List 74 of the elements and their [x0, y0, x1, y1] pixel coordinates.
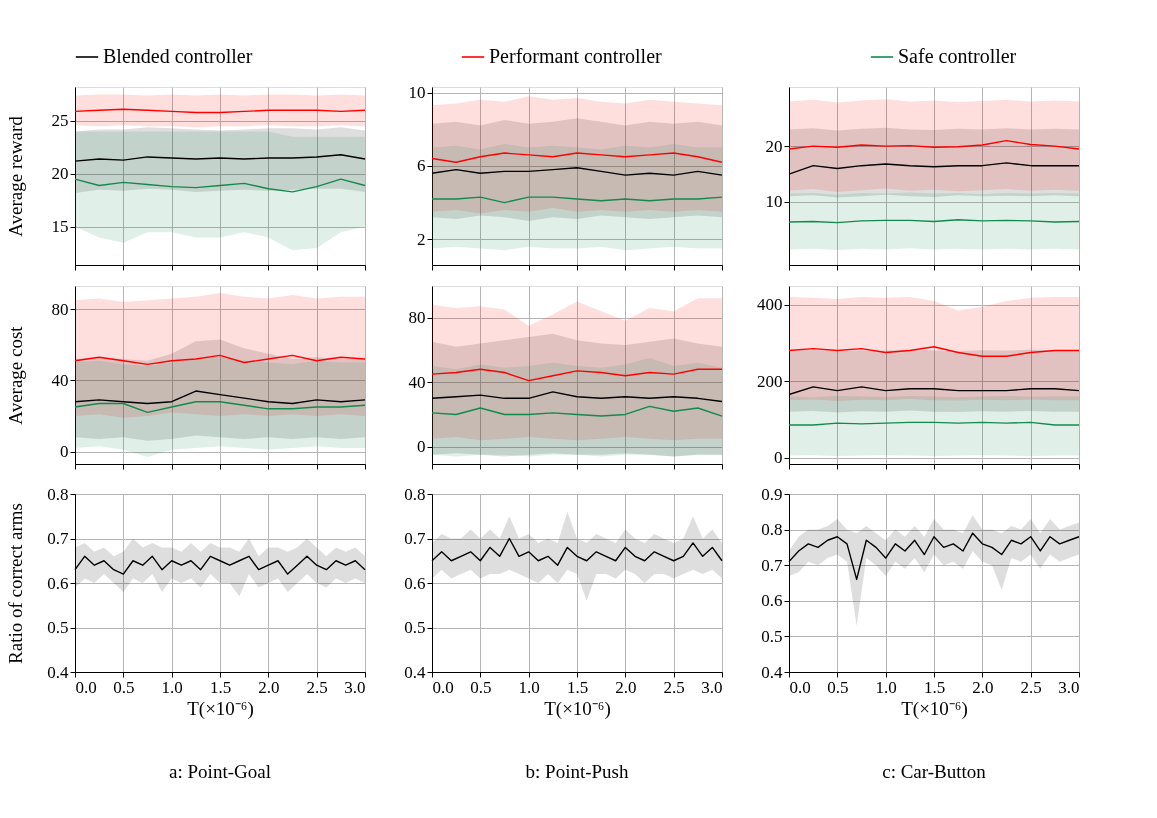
- y-tick-label: 20: [765, 136, 783, 156]
- legend-label: Safe controller: [898, 45, 1017, 67]
- line-series: [74, 178, 366, 193]
- x-tick-label: 1.5: [566, 677, 589, 697]
- x-tick-label: 0.5: [827, 677, 849, 697]
- y-tick-label: 0: [417, 437, 426, 457]
- x-tick-label: 0.0: [75, 677, 97, 697]
- x-tick-label: 0.5: [113, 677, 135, 697]
- y-tick-label: 0.5: [761, 626, 783, 646]
- line-series: [431, 152, 723, 163]
- text: a: Point-Goal: [169, 761, 271, 782]
- y-tick-label: 0.6: [404, 573, 426, 593]
- y-tick-label: 0.8: [761, 520, 783, 540]
- y-tick-label: 80: [51, 299, 69, 319]
- x-tick-label: 1.5: [923, 677, 946, 697]
- x-tick-label: 0.5: [470, 677, 492, 697]
- x-tick-label: 2.5: [663, 677, 685, 697]
- x-tick-label: 0.0: [432, 677, 454, 697]
- x-tick-label: 1.5: [209, 677, 232, 697]
- x-tick-label: 3.0: [344, 677, 366, 697]
- x-tick-label: 1.0: [518, 677, 540, 697]
- x-tick-label: 2.0: [258, 677, 280, 697]
- y-tick-label: 0.8: [404, 484, 426, 504]
- y-tick-label: 0.8: [47, 484, 69, 504]
- line-series: [431, 405, 723, 417]
- line-series: [431, 368, 723, 382]
- x-tick-label: 3.0: [701, 677, 723, 697]
- y-axis-title: Ratio of correct arms: [4, 503, 26, 664]
- y-tick-label: 0.7: [47, 529, 69, 548]
- line-series: [788, 346, 1080, 357]
- y-tick-label: 6: [417, 156, 426, 176]
- y-tick-label: 200: [757, 371, 783, 391]
- x-tick-label: 2.5: [306, 677, 328, 697]
- y-tick-label: 0.4: [404, 662, 426, 682]
- y-tick-label: 0.5: [404, 618, 426, 637]
- y-tick-label: 2: [417, 229, 426, 249]
- x-tick-label: 3.0: [1058, 677, 1080, 697]
- y-tick-label: 0.7: [404, 529, 426, 548]
- y-tick-label: 15: [51, 217, 69, 237]
- text: c: Car-Button: [882, 761, 987, 782]
- x-axis-title: T(×10⁻⁶): [901, 697, 968, 720]
- x-axis-title: T(×10⁻⁶): [187, 697, 254, 720]
- legend-label: Blended controller: [103, 45, 253, 67]
- y-tick-label: 10: [408, 83, 426, 103]
- y-tick-label: 0.6: [761, 591, 783, 611]
- x-tick-label: 2.0: [972, 677, 994, 697]
- x-tick-label: 0.0: [789, 677, 811, 697]
- line-series: [74, 354, 366, 366]
- x-tick-label: 2.5: [1020, 677, 1042, 697]
- y-tick-label: 0: [60, 442, 69, 462]
- y-tick-label: 40: [408, 372, 426, 392]
- x-tick-label: 1.0: [161, 677, 183, 697]
- y-tick-label: 0.5: [47, 618, 69, 637]
- y-axis-title: Average reward: [4, 115, 26, 237]
- y-tick-label: 0: [774, 448, 783, 468]
- y-tick-label: 0.4: [47, 662, 69, 682]
- y-tick-label: 0.4: [761, 662, 783, 682]
- x-tick-label: 2.0: [615, 677, 637, 697]
- y-tick-label: 20: [51, 164, 69, 184]
- x-tick-label: 1.0: [875, 677, 897, 697]
- y-tick-label: 40: [51, 370, 69, 390]
- text: b: Point-Push: [525, 761, 629, 782]
- y-tick-label: 400: [757, 295, 783, 315]
- line-series: [788, 139, 1080, 150]
- y-axis-title: Average cost: [4, 325, 26, 425]
- y-tick-label: 0.6: [47, 573, 69, 593]
- y-tick-label: 25: [51, 111, 69, 131]
- legend-label: Performant controller: [489, 45, 663, 67]
- y-tick-label: 0.7: [761, 555, 783, 575]
- line-series: [74, 401, 366, 414]
- x-axis-title: T(×10⁻⁶): [544, 697, 611, 720]
- y-tick-label: 80: [408, 308, 426, 328]
- y-tick-label: 10: [765, 192, 783, 212]
- y-tick-label: 0.9: [761, 484, 783, 504]
